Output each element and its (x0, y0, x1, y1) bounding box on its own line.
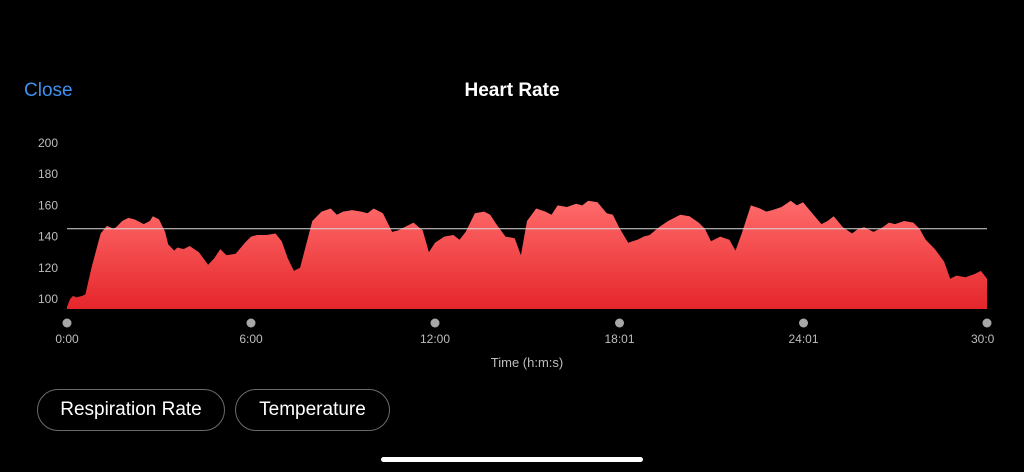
x-axis-label: Time (h:m:s) (491, 355, 563, 370)
y-tick-label: 120 (38, 261, 58, 275)
y-tick-label: 180 (38, 167, 58, 181)
heart-rate-chart: 100 120 140 160 180 200 0:00 6:00 12:00 18:01 24:… (38, 136, 995, 370)
x-tick-label: 24:01 (789, 332, 819, 346)
plot-area (67, 200, 987, 309)
x-tick-dot (615, 318, 625, 328)
x-tick-label: 30:0 (971, 332, 995, 346)
heart-rate-area (67, 200, 987, 309)
respiration-rate-button[interactable]: Respiration Rate (37, 389, 225, 431)
y-tick-label: 200 (38, 136, 58, 150)
x-tick-dot (62, 318, 72, 328)
x-tick-label: 6:00 (239, 332, 263, 346)
x-tick-dot (982, 318, 992, 328)
x-tick-dot (430, 318, 440, 328)
page-title: Heart Rate (464, 80, 560, 101)
x-tick-label: 12:00 (420, 332, 450, 346)
home-indicator[interactable] (381, 457, 643, 462)
close-button[interactable]: Close (24, 80, 73, 101)
y-tick-label: 100 (38, 292, 58, 306)
x-tick-label: 0:00 (55, 332, 79, 346)
y-axis: 100 120 140 160 180 200 (38, 136, 58, 306)
x-tick-label: 18:01 (605, 332, 635, 346)
x-tick-dot (799, 318, 809, 328)
x-axis: 0:00 6:00 12:00 18:01 24:01 30:0 (55, 318, 995, 346)
x-tick-dot (246, 318, 256, 328)
temperature-button[interactable]: Temperature (235, 389, 390, 431)
y-tick-label: 140 (38, 230, 58, 244)
y-tick-label: 160 (38, 198, 58, 212)
